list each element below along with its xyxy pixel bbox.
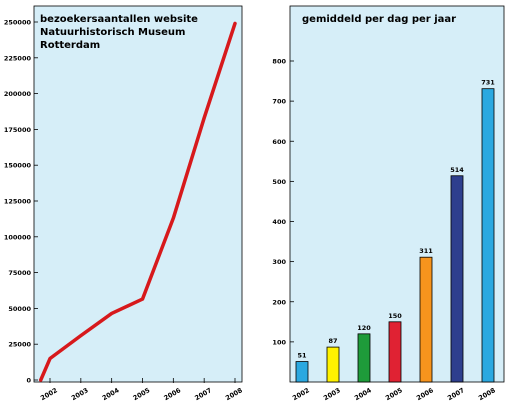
bar-chart-bars: 51 87 120 150 311 514 731 (295, 79, 495, 383)
line-x-tick-label: 2003 (70, 386, 90, 402)
bar-y-tick-label: 300 (272, 258, 286, 266)
bar-chart-y-axis: 100 200 300 400 500 600 700 800 (272, 58, 294, 346)
line-y-tick-label: 200000 (4, 90, 32, 98)
bar-2005 (388, 321, 402, 383)
bar-chart-panel: gemiddeld per dag per jaar 100 200 300 400 5… (272, 5, 505, 402)
bar-data-label: 731 (481, 79, 495, 87)
line-data-point (202, 116, 206, 120)
line-x-tick-label: 2004 (101, 386, 121, 402)
bar-x-tick-label: 2007 (446, 386, 466, 402)
line-data-point (48, 357, 52, 360)
bar-data-label: 514 (450, 166, 464, 174)
line-series-path (39, 21, 237, 382)
bar-data-label: 311 (419, 247, 433, 255)
line-chart-title-line-1: bezoekersaantallen website (40, 14, 198, 25)
line-y-tick-label: 175000 (4, 126, 32, 134)
bar-y-tick-label: 800 (272, 58, 286, 66)
line-y-tick-label: 75000 (8, 269, 31, 277)
line-data-point (79, 334, 83, 337)
line-chart-title-line-2: Natuurhistorisch Museum (40, 27, 185, 38)
line-x-tick-label: 2005 (132, 386, 152, 402)
bar-2007 (450, 175, 464, 383)
bar-data-label: 150 (388, 312, 402, 320)
bar-data-label: 120 (357, 324, 371, 332)
bar-chart-x-axis: 2002 2003 2004 2005 2006 2007 2008 (291, 386, 497, 402)
line-chart-series (39, 21, 237, 382)
line-x-tick-label: 2008 (224, 386, 244, 402)
bar-y-tick-label: 100 (272, 338, 286, 346)
line-data-point (110, 312, 113, 315)
bar-y-tick-label: 200 (272, 298, 286, 306)
bar-y-tick-label: 600 (272, 138, 286, 146)
bar-chart-plot-area (289, 5, 505, 383)
line-y-tick-label: 125000 (4, 198, 32, 206)
bar-x-tick-label: 2004 (353, 386, 373, 402)
bar-x-tick-label: 2008 (477, 386, 497, 402)
line-x-tick-label: 2002 (39, 386, 59, 402)
line-chart-plot-area (33, 5, 243, 383)
line-chart-y-axis: 0 25000 50000 75000 100000 125000 150000 175000… (4, 19, 38, 385)
line-y-tick-label: 0 (26, 377, 31, 385)
bar-2002 (295, 361, 309, 383)
bar-chart-title: gemiddeld per dag per jaar (302, 14, 456, 25)
line-data-point (233, 22, 237, 25)
bar-y-tick-label: 700 (272, 98, 286, 106)
line-y-tick-label: 100000 (4, 233, 32, 241)
line-y-tick-label: 225000 (4, 54, 32, 62)
bar-x-tick-label: 2005 (384, 386, 404, 402)
line-y-tick-label: 25000 (8, 341, 31, 349)
line-data-point (39, 378, 42, 382)
bar-x-tick-label: 2006 (415, 386, 435, 402)
line-y-tick-label: 50000 (8, 305, 31, 313)
bar-y-tick-label: 500 (272, 178, 286, 186)
bar-x-tick-label: 2002 (291, 386, 311, 402)
line-chart-title-line-3: Rotterdam (40, 40, 100, 51)
bar-y-tick-label: 400 (272, 218, 286, 226)
line-y-tick-label: 150000 (4, 162, 32, 170)
line-chart-title: bezoekersaantallen website Natuurhistori… (40, 14, 198, 51)
bar-x-tick-label: 2003 (322, 386, 342, 402)
line-data-point (172, 216, 175, 220)
line-y-tick-label: 250000 (4, 19, 32, 27)
bar-2003 (326, 346, 340, 383)
bar-2008 (481, 88, 495, 383)
bar-data-label: 87 (328, 337, 337, 345)
bar-2006 (419, 256, 433, 383)
line-chart-panel: bezoekersaantallen website Natuurhistori… (4, 5, 244, 402)
bar-2004 (357, 333, 371, 383)
bar-data-label: 51 (297, 352, 307, 360)
line-x-tick-label: 2007 (193, 386, 213, 402)
line-data-point (141, 297, 144, 301)
line-x-tick-label: 2006 (162, 386, 182, 402)
